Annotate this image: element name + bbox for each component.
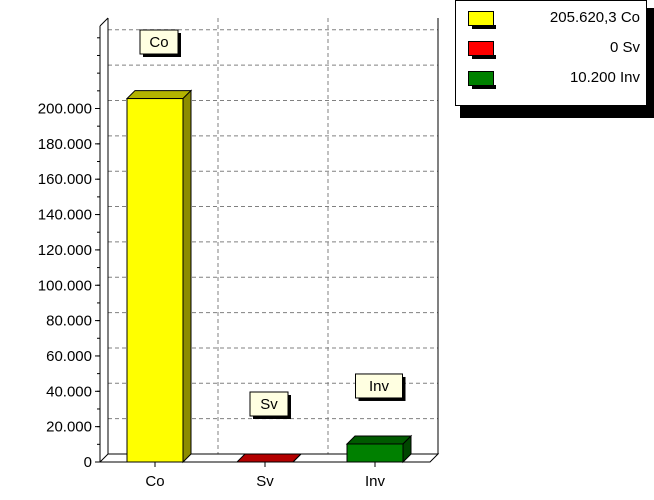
bar-label-box: [249, 391, 289, 417]
bar-label-box: [139, 29, 179, 55]
bar-label-box: [355, 373, 403, 399]
legend-label-sv: 0 Sv: [609, 39, 640, 56]
bar-label-co: Co: [149, 34, 168, 51]
y-tick-label: 180.000: [38, 136, 92, 153]
y-tick-label: 140.000: [38, 207, 92, 224]
legend-item-sv: 0 Sv: [456, 37, 646, 61]
y-tick-label: 60.000: [46, 348, 92, 365]
bar-label-inv: Inv: [369, 378, 390, 395]
y-tick-label: 200.000: [38, 101, 92, 118]
legend-label-inv: 10.200 Inv: [569, 69, 640, 86]
legend: 205.620,3 Co 0 Sv 10.200 Inv: [455, 0, 654, 118]
bar-top-inv: [345, 435, 413, 445]
bar-top-sv: [235, 453, 303, 463]
bar-side-sv: [292, 453, 302, 463]
bar-inv: [346, 443, 404, 463]
legend-swatch-co: [468, 11, 496, 29]
bar-label-sv: Sv: [260, 396, 278, 413]
legend-item-co: 205.620,3 Co: [456, 7, 646, 31]
bar-co: [126, 98, 184, 463]
y-tick-label: 40.000: [46, 383, 92, 400]
bar-side-co: [182, 89, 192, 464]
legend-item-inv: 10.200 Inv: [456, 67, 646, 91]
y-tick-label: 120.000: [38, 242, 92, 259]
y-tick-label: 0: [84, 454, 92, 471]
legend-swatch-sv: [468, 41, 496, 59]
x-tick-label: Inv: [365, 473, 386, 490]
legend-swatch-inv: [468, 71, 496, 89]
bar-top-co: [125, 90, 193, 100]
x-tick-label: Co: [145, 473, 164, 490]
x-tick-label: Sv: [256, 473, 274, 490]
y-tick-label: 80.000: [46, 313, 92, 330]
y-tick-label: 160.000: [38, 171, 92, 188]
wall-edge: [99, 17, 109, 27]
y-tick-label: 20.000: [46, 419, 92, 436]
legend-label-co: 205.620,3 Co: [549, 9, 640, 26]
y-tick-label: 100.000: [38, 277, 92, 294]
